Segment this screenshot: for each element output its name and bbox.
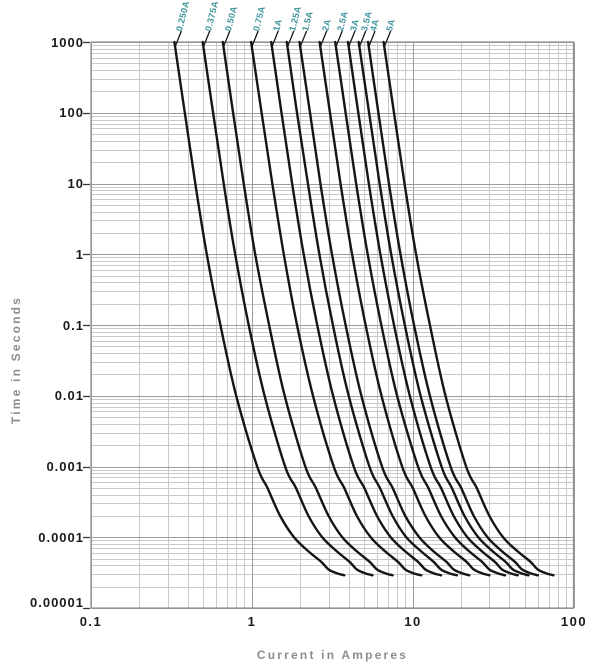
- y-tick-label: 1: [75, 247, 84, 262]
- label-leader-line: [271, 30, 279, 47]
- x-tick-label: 0.1: [79, 614, 103, 629]
- y-tick-label: 10: [67, 176, 84, 191]
- label-leader-line: [223, 30, 231, 47]
- label-leader-line: [348, 30, 356, 47]
- label-leader-line: [251, 30, 259, 47]
- x-axis-title: Current in Amperes: [256, 648, 409, 662]
- fuse-curve-0-375a: [201, 40, 374, 577]
- plot-border: [90, 41, 575, 609]
- label-leader-line: [359, 30, 367, 47]
- fuse-curve-3-5a: [357, 40, 530, 577]
- fuse-curve-2-5a: [334, 40, 507, 577]
- x-tick-label: 10: [404, 614, 422, 629]
- x-tick-label: 1: [247, 614, 257, 629]
- label-leader-line: [287, 30, 295, 47]
- label-leader-line: [203, 30, 211, 47]
- y-axis-ticks: [83, 41, 90, 610]
- fuse-curve-3a: [346, 40, 519, 577]
- fuse-curve-1-5a: [298, 40, 471, 577]
- fuse-curve-4a: [366, 40, 539, 577]
- fuse-curve-0-50a: [221, 40, 394, 577]
- fuse-curve-1a: [270, 40, 443, 577]
- label-leader-line: [368, 30, 376, 47]
- y-axis-title: Time in Seconds: [9, 295, 23, 425]
- label-leader-line: [299, 30, 308, 47]
- fuse-curve-0-75a: [249, 40, 423, 577]
- y-tick-label: 0.01: [54, 388, 84, 403]
- x-tick-label: 100: [560, 614, 588, 629]
- label-leader-line: [320, 30, 328, 47]
- y-tick-label: 0.1: [62, 318, 84, 333]
- fuse-curve-0-250a: [173, 40, 346, 577]
- y-tick-label: 100: [59, 105, 84, 120]
- label-leader-line: [174, 30, 182, 47]
- y-tick-label: 0.0001: [38, 530, 84, 545]
- label-leader-line: [384, 30, 392, 47]
- fuse-curve-2a: [318, 40, 491, 577]
- label-leader-line: [335, 30, 343, 47]
- fuse-curve-1-25a: [285, 40, 458, 577]
- y-tick-label: 0.00001: [30, 595, 84, 610]
- fuse-curve-5a: [382, 40, 555, 577]
- y-tick-label: 1000: [51, 35, 84, 50]
- y-tick-label: 0.001: [46, 459, 84, 474]
